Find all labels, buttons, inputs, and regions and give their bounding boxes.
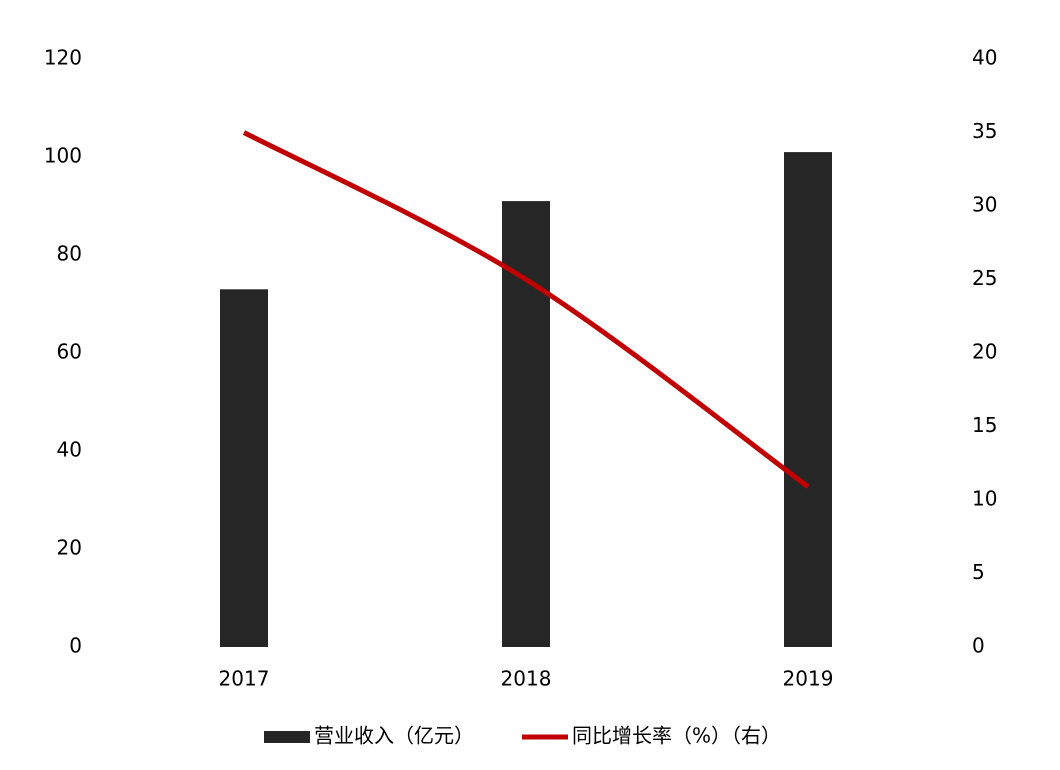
y2-tick-label: 30	[972, 193, 997, 217]
x-tick-label: 2017	[219, 667, 270, 691]
y2-tick-label: 0	[972, 634, 985, 658]
x-tick-label: 2019	[783, 667, 834, 691]
bar	[784, 152, 832, 647]
y-tick-label: 60	[57, 340, 82, 364]
y2-tick-label: 20	[972, 340, 997, 364]
bar	[502, 201, 550, 647]
x-tick-label: 2018	[501, 667, 552, 691]
y-tick-label: 40	[57, 438, 82, 462]
y2-tick-label: 15	[972, 413, 997, 437]
y2-tick-label: 35	[972, 119, 997, 143]
y2-tick-label: 40	[972, 46, 997, 70]
y-tick-label: 80	[57, 242, 82, 266]
y-tick-label: 120	[44, 46, 82, 70]
legend-label: 营业收入（亿元）	[314, 724, 474, 748]
y2-tick-label: 25	[972, 266, 997, 290]
y-tick-label: 20	[57, 536, 82, 560]
line	[242, 130, 810, 489]
y-tick-label: 0	[69, 634, 82, 658]
y2-tick-label: 10	[972, 487, 997, 511]
y2-tick-label: 5	[972, 560, 985, 584]
legend-label: 同比增长率（%）（右）	[572, 724, 781, 748]
bar	[220, 289, 268, 647]
y-tick-label: 100	[44, 144, 82, 168]
legend-swatch	[264, 731, 310, 743]
